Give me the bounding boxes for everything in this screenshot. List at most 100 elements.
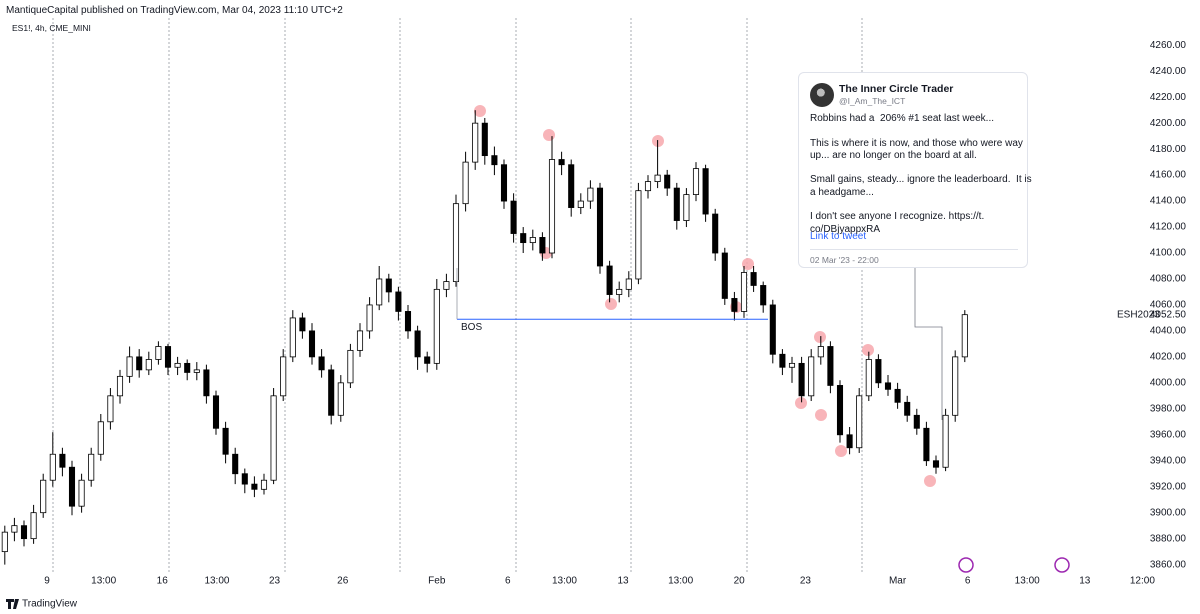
candle-body — [366, 304, 373, 332]
x-tick-label: 26 — [337, 576, 349, 587]
candle-body — [673, 187, 680, 221]
candle-body — [184, 362, 191, 373]
y-tick-label: 4060.00 — [1150, 300, 1187, 311]
candle-body — [193, 369, 200, 373]
candle-body — [836, 385, 844, 436]
candle-body — [414, 330, 421, 358]
candle-body — [577, 200, 584, 208]
x-tick-label: 13:00 — [552, 576, 577, 587]
y-tick-label: 3960.00 — [1150, 429, 1187, 440]
tweet-line — [810, 162, 1022, 174]
candle-body — [299, 317, 306, 332]
candle-body — [472, 122, 479, 163]
candle-body — [270, 395, 277, 481]
x-tick-label: 13 — [1079, 576, 1091, 587]
y-tick-label: 3860.00 — [1150, 559, 1187, 570]
candle-body — [769, 304, 776, 355]
x-tick-label: 20 — [734, 576, 746, 587]
candle-body — [510, 200, 517, 234]
candle-body — [49, 453, 56, 481]
candle-body — [97, 421, 104, 455]
candle-body — [126, 356, 133, 377]
candle-body — [145, 359, 152, 371]
x-tick-label: 23 — [269, 576, 281, 587]
symbol-info: ES1!, 4h, CME_MINI — [12, 23, 91, 33]
y-tick-label: 4160.00 — [1150, 170, 1187, 181]
x-tick-label: Mar — [889, 576, 907, 587]
candle-body — [587, 187, 594, 202]
candle-body — [894, 388, 901, 403]
y-tick-label: 4180.00 — [1150, 144, 1187, 155]
candle-body — [260, 479, 268, 490]
candle-body — [731, 298, 738, 312]
x-tick-label: 13:00 — [204, 576, 229, 587]
candle-body — [692, 168, 700, 195]
candle-body — [856, 395, 863, 449]
candle-body — [491, 155, 498, 166]
tweet-link[interactable]: Link to tweet — [810, 231, 867, 242]
x-tick-label: 13:00 — [1015, 576, 1040, 587]
bos-label: BOS — [461, 322, 482, 333]
y-tick-label: 4000.00 — [1150, 377, 1187, 388]
y-tick-label: 4240.00 — [1150, 66, 1187, 77]
candle-body — [376, 278, 383, 306]
candle-body — [865, 359, 872, 397]
candle-body — [395, 291, 402, 312]
candle-body — [59, 453, 66, 468]
candle-body — [68, 466, 76, 507]
y-tick-label: 3900.00 — [1150, 507, 1187, 518]
candle-body — [568, 164, 575, 208]
candle-body — [347, 349, 354, 384]
candle-body — [904, 401, 911, 416]
candle-body — [846, 434, 853, 449]
footer-icons — [6, 557, 1070, 609]
candle-body — [308, 330, 316, 358]
candle-body — [443, 281, 450, 290]
candle-body — [740, 272, 748, 312]
x-tick-label: 16 — [157, 576, 169, 587]
candle-body — [11, 525, 18, 533]
candle-body — [424, 356, 431, 364]
candle-body — [232, 453, 239, 475]
candle-body — [337, 382, 344, 416]
candle-body — [644, 181, 652, 192]
candle-body — [558, 159, 565, 166]
y-tick-label: 3920.00 — [1150, 481, 1187, 492]
tweet-handle: @I_Am_The_ICT — [839, 96, 906, 106]
candle-body — [520, 233, 527, 244]
y-tick-label: 3880.00 — [1150, 533, 1187, 544]
y-tick-label: 4080.00 — [1150, 274, 1187, 285]
candle-body — [961, 314, 968, 358]
candle-body — [280, 356, 287, 397]
candle-body — [500, 164, 508, 202]
symbol-tag: ESH2023 — [1117, 309, 1160, 320]
candle-body — [107, 395, 114, 423]
candle-body — [241, 473, 248, 485]
candle-body — [827, 346, 834, 386]
y-tick-label: 4020.00 — [1150, 352, 1187, 363]
candle-body — [712, 213, 719, 254]
candle-body — [529, 237, 536, 244]
candle-body — [251, 483, 258, 490]
candle-body — [606, 265, 613, 295]
candle-body — [174, 362, 181, 368]
tweet-line: Small gains, steady... ignore the leader… — [810, 174, 1032, 186]
candle-body — [539, 237, 546, 254]
candle-body — [318, 356, 325, 371]
brand: TradingView — [22, 599, 78, 610]
candle-body — [1, 531, 8, 553]
candle-body — [155, 346, 162, 360]
candle-body — [702, 168, 709, 215]
tweet-body: Robbins had a 206% #1 seat last week... T… — [810, 113, 1032, 236]
candle-body — [404, 311, 412, 332]
candle-body — [40, 479, 47, 514]
publisher-line: MantiqueCapital published on TradingView… — [6, 5, 343, 16]
candle-body — [136, 356, 143, 371]
session-separators — [52, 18, 863, 572]
candle-body — [116, 375, 124, 397]
y-tick-label: 3980.00 — [1150, 403, 1187, 414]
candle-body — [913, 414, 920, 429]
tweet-line: Robbins had a 206% #1 seat last week... — [810, 113, 995, 124]
candle-body — [481, 122, 488, 157]
